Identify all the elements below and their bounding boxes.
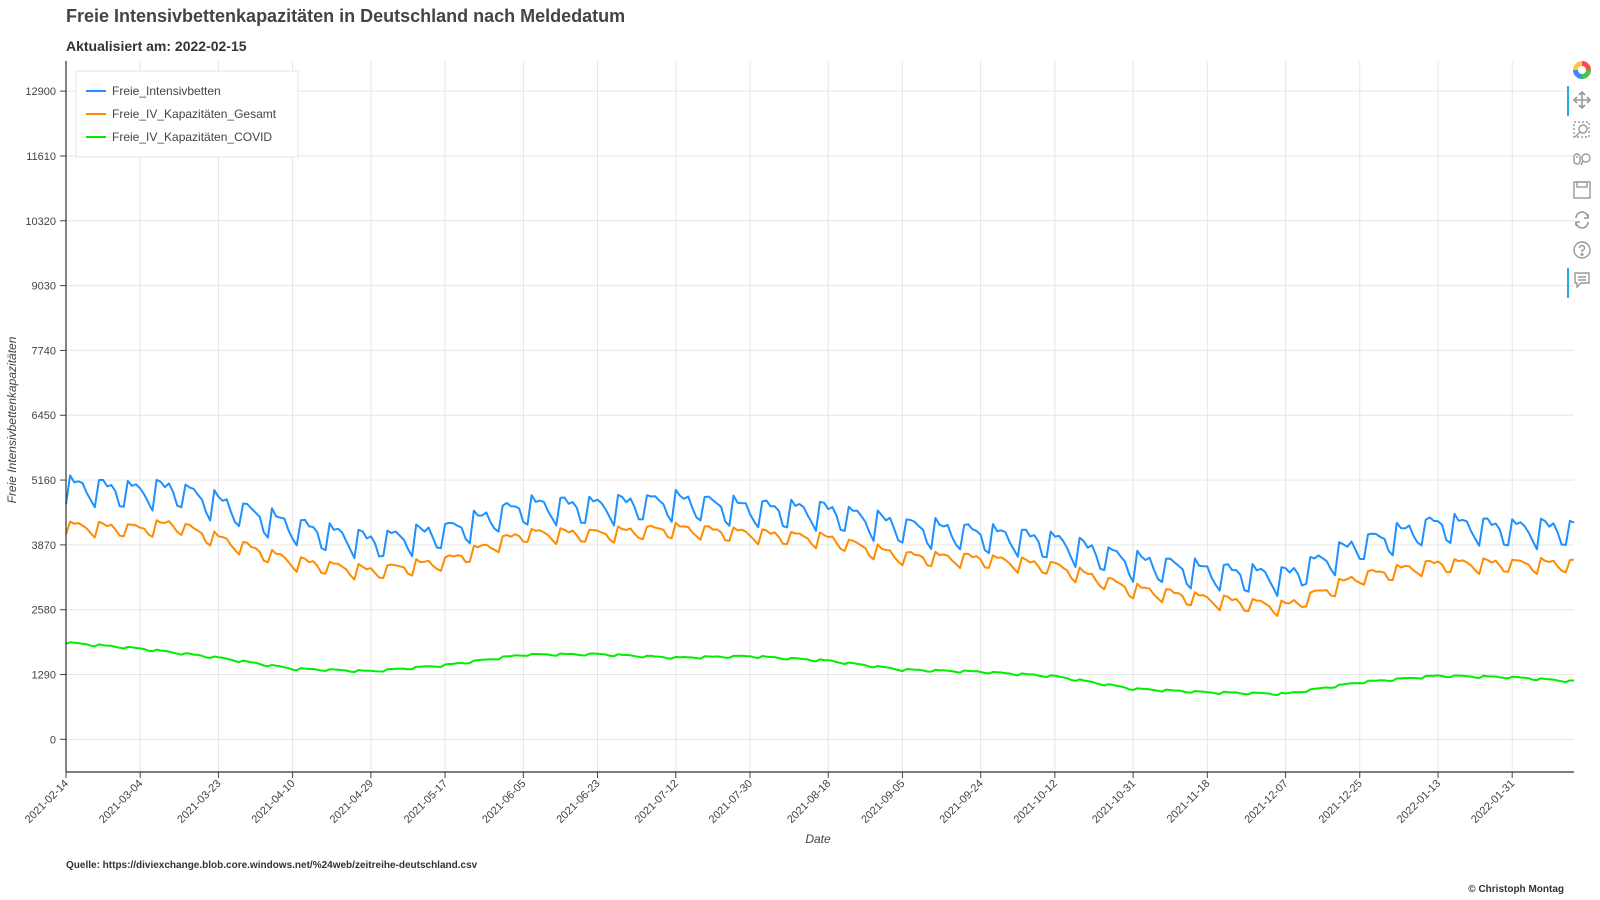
x-tick-labels: 2021-02-14 2021-03-04 2021-03-23 2021-04-10… [23, 778, 1517, 826]
x-tick-label: 2021-05-17 [402, 778, 450, 826]
y-tick-label: 1290 [32, 670, 56, 682]
x-tick-label: 2022-01-31 [1469, 778, 1517, 826]
x-tick-label: 2021-12-25 [1317, 778, 1365, 826]
series-lines [65, 474, 1575, 696]
box-zoom-icon[interactable] [1568, 118, 1596, 142]
legend-label[interactable]: Freie_IV_Kapazitäten_COVID [112, 130, 272, 144]
y-tick-label: 7740 [32, 345, 56, 357]
hover-active-indicator [1567, 268, 1569, 298]
save-icon[interactable] [1568, 178, 1596, 202]
source-note: Quelle: https://diviexchange.blob.core.w… [66, 860, 478, 871]
x-tick-label: 2021-04-29 [328, 778, 376, 826]
y-tick-label: 6450 [32, 410, 56, 422]
x-tick-label: 2021-06-05 [480, 778, 528, 826]
series-line-2[interactable] [65, 519, 1575, 617]
grid [65, 61, 1574, 772]
bokeh-logo-icon[interactable] [1568, 58, 1596, 82]
y-tick-label: 2580 [32, 605, 56, 617]
help-icon[interactable] [1568, 238, 1596, 262]
x-tick-label: 2021-04-10 [249, 778, 297, 826]
y-tick-label: 9030 [32, 281, 56, 293]
x-tick-label: 2021-06-23 [554, 778, 602, 826]
credit-note: © Christoph Montag [1468, 884, 1564, 895]
chart-subtitle: Aktualisiert am: 2022-02-15 [66, 38, 247, 54]
y-tick-label: 5160 [32, 475, 56, 487]
hover-icon[interactable] [1568, 268, 1596, 292]
legend-label[interactable]: Freie_IV_Kapazitäten_Gesamt [112, 107, 277, 121]
series-line-3[interactable] [65, 641, 1575, 696]
x-tick-label: 2021-10-31 [1090, 778, 1138, 826]
x-tick-label: 2021-03-04 [97, 778, 145, 826]
x-tick-label: 2021-02-14 [23, 778, 71, 826]
x-tick-label: 2021-07-30 [707, 778, 755, 826]
x-tick-label: 2021-11-18 [1165, 778, 1213, 826]
y-tick-label: 3870 [32, 540, 56, 552]
series-line-1[interactable] [65, 474, 1575, 597]
x-axis-label: Date [805, 832, 831, 846]
x-tick-label: 2021-10-12 [1012, 778, 1060, 826]
x-tick-label: 2021-09-24 [938, 778, 986, 826]
y-tick-label: 12900 [25, 86, 56, 98]
chart-title: Freie Intensivbettenkapazitäten in Deuts… [66, 6, 626, 26]
y-tick-label: 10320 [25, 216, 56, 228]
legend-label[interactable]: Freie_Intensivbetten [112, 84, 221, 98]
x-tick-label: 2021-08-18 [785, 778, 833, 826]
x-tick-label: 2021-03-23 [175, 778, 223, 826]
y-tick-labels: 0 1290 2580 3870 5160 6450 7740 9030 10320 11610 1… [25, 86, 56, 746]
reset-icon[interactable] [1568, 208, 1596, 232]
legend: Freie_Intensivbetten Freie_IV_Kapazitäten… [75, 70, 299, 158]
y-axis-label: Freie Intensivbettenkapazitäten [5, 336, 19, 503]
pan-active-indicator [1567, 86, 1569, 116]
x-tick-label: 2021-07-12 [633, 778, 681, 826]
x-tick-label: 2021-09-05 [859, 778, 907, 826]
y-tick-label: 0 [50, 734, 56, 746]
pan-icon[interactable] [1568, 88, 1596, 112]
axes [60, 61, 1574, 778]
x-tick-label: 2022-01-13 [1395, 778, 1443, 826]
y-tick-label: 11610 [26, 151, 56, 163]
x-tick-label: 2021-12-07 [1242, 778, 1290, 826]
wheel-zoom-icon[interactable] [1568, 148, 1596, 172]
